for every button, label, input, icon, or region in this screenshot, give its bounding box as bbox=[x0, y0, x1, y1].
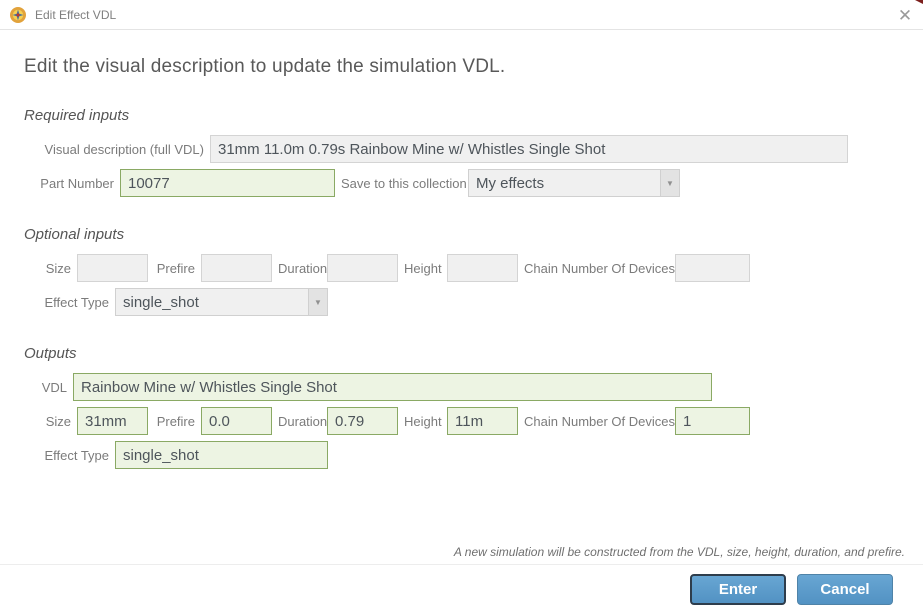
optional-size-input[interactable] bbox=[77, 254, 148, 282]
enter-button[interactable]: Enter bbox=[690, 574, 786, 605]
collection-select[interactable]: My effects ▼ bbox=[468, 169, 680, 197]
output-vdl-label: VDL bbox=[41, 379, 67, 395]
dialog-body: Edit the visual description to update th… bbox=[0, 30, 923, 469]
output-size-label: Size bbox=[45, 413, 71, 429]
row-output-values: Size Prefire Duration Height Chain Numbe… bbox=[24, 407, 923, 435]
optional-chain-label: Chain Number Of Devices bbox=[524, 260, 675, 276]
output-prefire-input[interactable] bbox=[201, 407, 272, 435]
chevron-down-icon: ▼ bbox=[660, 170, 679, 196]
simulation-note: A new simulation will be constructed fro… bbox=[453, 545, 905, 559]
output-effect-type-input[interactable] bbox=[115, 441, 328, 469]
part-number-label: Part Number bbox=[40, 175, 114, 191]
row-output-effect-type: Effect Type bbox=[24, 441, 923, 469]
output-chain-label: Chain Number Of Devices bbox=[524, 413, 675, 429]
dialog-buttons: Enter Cancel bbox=[690, 574, 893, 605]
chevron-down-icon: ▼ bbox=[308, 289, 327, 315]
section-title-required: Required inputs bbox=[24, 107, 130, 124]
collection-selected-value: My effects bbox=[476, 174, 545, 192]
output-prefire-label: Prefire bbox=[156, 413, 195, 429]
background-window-fragment bbox=[915, 0, 923, 4]
output-effect-type-label: Effect Type bbox=[44, 447, 109, 463]
collection-label: Save to this collection bbox=[341, 175, 467, 191]
output-duration-label: Duration bbox=[278, 413, 328, 429]
window-title: Edit Effect VDL bbox=[35, 7, 117, 22]
section-title-optional: Optional inputs bbox=[24, 226, 125, 243]
output-duration-input[interactable] bbox=[327, 407, 398, 435]
close-icon[interactable]: ✕ bbox=[897, 6, 913, 25]
row-part-number: Part Number Save to this collection My e… bbox=[24, 169, 923, 197]
visual-description-input[interactable] bbox=[210, 135, 848, 163]
optional-size-label: Size bbox=[45, 260, 71, 276]
section-title-outputs: Outputs bbox=[24, 345, 77, 362]
optional-duration-input[interactable] bbox=[327, 254, 398, 282]
row-visual-description: Visual description (full VDL) bbox=[24, 135, 923, 163]
part-number-input[interactable] bbox=[120, 169, 335, 197]
cancel-button[interactable]: Cancel bbox=[797, 574, 893, 605]
optional-effect-type-value: single_shot bbox=[123, 293, 199, 311]
optional-effect-type-select[interactable]: single_shot ▼ bbox=[115, 288, 328, 316]
optional-duration-label: Duration bbox=[278, 260, 328, 276]
row-optional-effect-type: Effect Type single_shot ▼ bbox=[24, 288, 923, 316]
app-fireworks-icon bbox=[10, 6, 26, 23]
row-output-vdl: VDL bbox=[24, 373, 923, 401]
optional-height-input[interactable] bbox=[447, 254, 518, 282]
output-size-input[interactable] bbox=[77, 407, 148, 435]
optional-chain-input[interactable] bbox=[675, 254, 750, 282]
optional-prefire-label: Prefire bbox=[156, 260, 195, 276]
page-title: Edit the visual description to update th… bbox=[24, 56, 506, 77]
footer-divider bbox=[0, 564, 923, 565]
output-chain-input[interactable] bbox=[675, 407, 750, 435]
visual-description-label: Visual description (full VDL) bbox=[44, 141, 204, 157]
optional-height-label: Height bbox=[404, 260, 442, 276]
output-vdl-input[interactable] bbox=[73, 373, 712, 401]
output-height-label: Height bbox=[404, 413, 442, 429]
title-bar: Edit Effect VDL ✕ bbox=[0, 0, 923, 30]
optional-prefire-input[interactable] bbox=[201, 254, 272, 282]
row-optional-values: Size Prefire Duration Height Chain Numbe… bbox=[24, 254, 923, 282]
optional-effect-type-label: Effect Type bbox=[44, 294, 109, 310]
output-height-input[interactable] bbox=[447, 407, 518, 435]
